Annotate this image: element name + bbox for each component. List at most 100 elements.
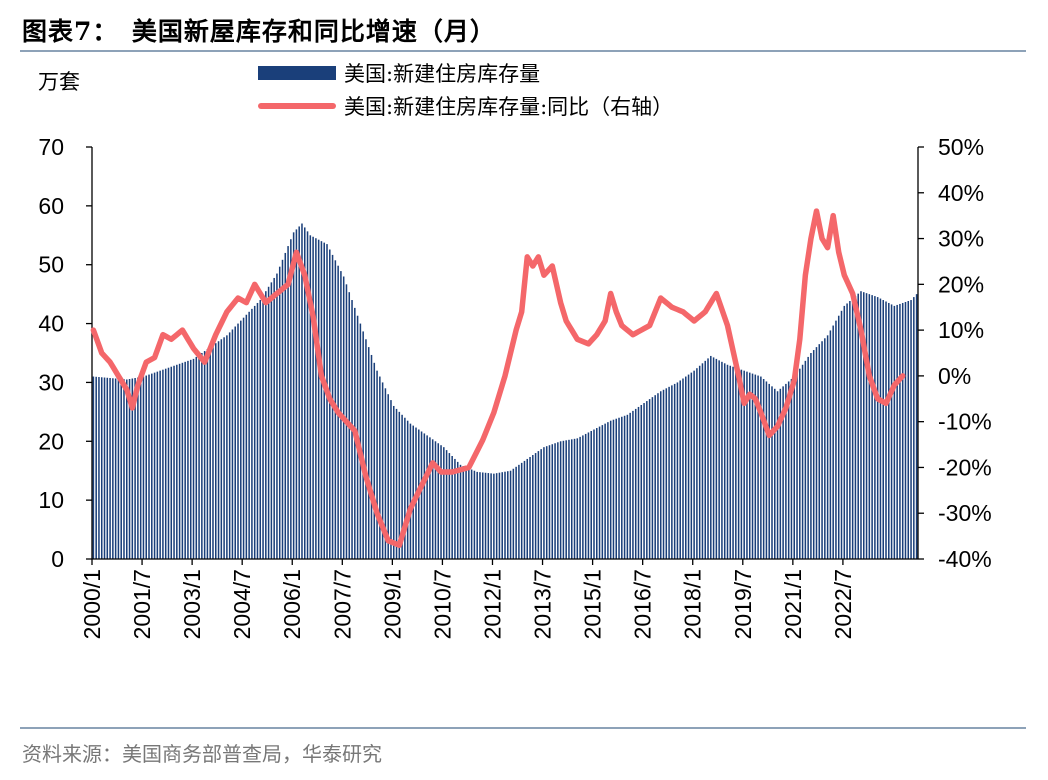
inventory-bar: [643, 403, 645, 559]
inventory-bar: [846, 303, 848, 559]
inventory-bar: [245, 314, 248, 559]
inventory-bar: [429, 437, 431, 559]
inventory-bar: [623, 415, 626, 559]
inventory-bar: [735, 367, 737, 559]
inventory-bar: [821, 341, 823, 559]
legend-item-inventory: 美国:新建住房库存量: [258, 59, 540, 87]
inventory-bar: [153, 372, 156, 559]
inventory-bar: [448, 453, 451, 559]
inventory-bar: [265, 291, 267, 559]
inventory-bar: [657, 393, 659, 559]
right-tick-label: 0%: [938, 363, 971, 389]
source-note: 资料来源：美国商务部普查局，华泰研究: [22, 742, 382, 766]
inventory-bar: [874, 296, 876, 559]
inventory-bar: [162, 369, 164, 559]
inventory-bar: [904, 301, 907, 559]
title-divider: [20, 50, 1026, 52]
inventory-bar: [440, 445, 442, 559]
inventory-bar: [215, 343, 217, 559]
x-tick-label: 2010/7: [429, 569, 455, 639]
inventory-bar: [373, 362, 376, 559]
inventory-bar: [476, 471, 478, 559]
inventory-bar: [479, 472, 481, 559]
inventory-bar: [829, 330, 832, 559]
inventory-bar: [579, 436, 581, 559]
inventory-bar: [882, 300, 884, 559]
left-tick-label: 50: [38, 252, 64, 278]
inventory-bar: [640, 404, 643, 559]
left-axis-unit: 万套: [38, 70, 80, 94]
inventory-bar: [554, 443, 556, 559]
inventory-bar: [507, 471, 509, 559]
inventory-bar: [565, 440, 567, 559]
inventory-bar: [484, 472, 487, 559]
inventory-bar: [512, 468, 515, 559]
inventory-bar: [426, 435, 428, 559]
inventory-bar: [790, 379, 793, 559]
inventory-bar: [771, 386, 773, 559]
inventory-bar: [782, 386, 784, 559]
inventory-bar: [317, 239, 320, 559]
inventory-bar: [281, 259, 284, 559]
x-tick-label: 2004/7: [229, 569, 255, 639]
inventory-bar: [748, 372, 751, 559]
right-tick-label: -40%: [938, 546, 992, 572]
inventory-bar: [737, 368, 740, 559]
inventory-bar: [590, 430, 592, 559]
x-tick-label: 2013/7: [530, 569, 556, 639]
legend-item-yoy: 美国:新建住房库存量:同比（右轴）: [258, 92, 673, 120]
inventory-bar: [384, 388, 387, 559]
inventory-bar: [810, 353, 812, 559]
inventory-bar: [634, 408, 637, 559]
inventory-bar: [470, 469, 473, 559]
inventory-bar: [387, 394, 389, 559]
inventory-bar: [295, 229, 298, 559]
x-tick-label: 2022/7: [830, 569, 856, 639]
inventory-bar: [456, 461, 459, 559]
inventory-bar: [459, 464, 462, 559]
inventory-bar: [481, 472, 484, 559]
inventory-bar: [301, 223, 303, 559]
inventory-bar: [370, 354, 373, 559]
inventory-bar: [840, 310, 843, 559]
inventory-bar: [423, 433, 426, 559]
inventory-bar: [776, 391, 779, 559]
inventory-bar: [320, 241, 323, 560]
inventory-bar: [495, 473, 498, 559]
inventory-bar: [315, 238, 317, 560]
inventory-bar: [212, 345, 214, 559]
inventory-bar: [740, 369, 743, 559]
inventory-bar: [326, 244, 328, 560]
left-tick-label: 40: [38, 311, 64, 337]
inventory-bar: [323, 242, 325, 559]
right-tick-label: -30%: [938, 500, 992, 526]
inventory-bar: [454, 458, 456, 559]
left-tick-label: 70: [38, 134, 64, 160]
inventory-bar: [632, 410, 634, 559]
inventory-bar: [270, 282, 273, 559]
inventory-bar: [112, 378, 114, 559]
inventory-bar: [915, 294, 918, 559]
inventory-bar: [493, 473, 495, 559]
inventory-bar: [593, 429, 595, 559]
inventory-bar: [156, 371, 159, 559]
inventory-bar: [682, 378, 684, 559]
inventory-bar: [626, 414, 629, 559]
inventory-bar: [751, 373, 754, 559]
inventory-bar: [785, 383, 787, 559]
inventory-bar: [309, 235, 312, 560]
inventory-bar: [209, 347, 211, 559]
inventory-bar: [757, 375, 759, 559]
inventory-bar: [178, 363, 181, 559]
inventory-bar: [151, 373, 153, 559]
inventory-bar: [376, 370, 378, 559]
left-tick-label: 20: [38, 428, 64, 454]
inventory-bar: [181, 362, 184, 559]
inventory-bar: [148, 374, 150, 559]
inventory-bar: [662, 389, 665, 559]
inventory-bar: [164, 368, 167, 559]
inventory-bar: [774, 388, 776, 559]
inventory-bar: [871, 295, 873, 559]
inventory-bar: [390, 400, 392, 559]
inventory-bar: [843, 305, 846, 559]
